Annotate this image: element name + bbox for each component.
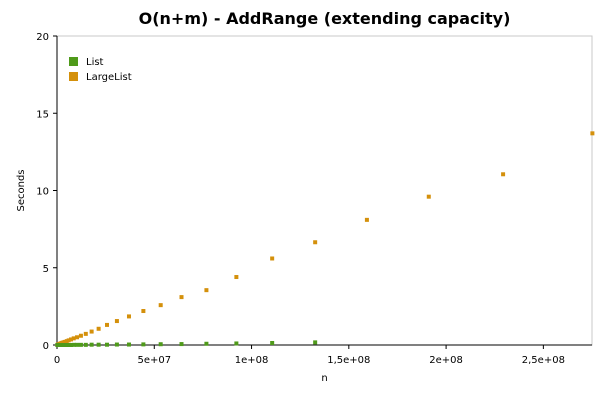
legend-swatch xyxy=(69,57,78,66)
data-point-list xyxy=(66,343,71,347)
data-point-largelist xyxy=(590,131,595,136)
data-point-list xyxy=(179,342,184,347)
y-tick-label: 15 xyxy=(36,109,49,120)
plot-frame xyxy=(56,35,593,346)
data-point-list xyxy=(69,343,74,347)
data-point-list xyxy=(114,342,119,347)
data-point-largelist xyxy=(104,322,109,327)
y-tick-label: 10 xyxy=(36,187,49,198)
data-point-largelist xyxy=(426,194,431,199)
data-point-list xyxy=(71,342,76,347)
x-tick-label: 1e+08 xyxy=(235,355,269,366)
data-point-list xyxy=(104,342,109,347)
data-point-largelist xyxy=(83,331,88,336)
legend-swatch xyxy=(69,72,78,81)
legend-label: List xyxy=(86,57,104,68)
data-point-list xyxy=(96,342,101,347)
x-axis-label: n xyxy=(321,373,327,384)
data-point-largelist xyxy=(69,337,74,342)
data-point-list xyxy=(141,342,146,347)
legend: List LargeList xyxy=(69,57,132,83)
data-point-largelist xyxy=(114,319,119,324)
data-point-largelist xyxy=(141,309,146,314)
y-axis-label: Seconds xyxy=(16,169,27,211)
data-points xyxy=(55,131,595,347)
data-point-largelist xyxy=(270,256,275,261)
data-point-largelist xyxy=(96,326,101,331)
legend-label: LargeList xyxy=(86,72,132,83)
data-point-largelist xyxy=(234,275,239,280)
y-tick-label: 0 xyxy=(43,341,49,352)
x-tick-label: 5e+07 xyxy=(137,355,171,366)
data-point-list xyxy=(78,342,83,347)
data-point-list xyxy=(234,341,239,346)
axes xyxy=(56,35,593,346)
chart-title: O(n+m) - AddRange (extending capacity) xyxy=(138,9,511,28)
data-point-largelist xyxy=(126,314,131,319)
data-point-largelist xyxy=(78,333,83,338)
data-point-list xyxy=(126,342,131,347)
y-tick-label: 5 xyxy=(43,264,49,275)
x-tick-label: 2e+08 xyxy=(429,355,463,366)
data-point-list xyxy=(204,341,209,346)
data-point-largelist xyxy=(89,329,94,334)
data-point-list xyxy=(83,342,88,347)
data-point-list xyxy=(158,342,163,347)
data-point-largelist xyxy=(364,217,369,222)
x-tick-label: 2,5e+08 xyxy=(522,355,565,366)
y-tick-label: 20 xyxy=(36,32,49,43)
data-point-largelist xyxy=(75,335,80,340)
data-point-largelist xyxy=(158,303,163,308)
y-axis-ticks: 0 5 10 15 20 xyxy=(36,32,57,352)
data-point-largelist xyxy=(313,240,318,245)
data-point-list xyxy=(313,340,318,345)
data-point-list xyxy=(75,342,80,347)
data-point-largelist xyxy=(179,295,184,300)
data-point-largelist xyxy=(204,288,209,293)
data-point-largelist xyxy=(501,172,506,177)
data-point-largelist xyxy=(66,338,71,343)
x-tick-label: 1,5e+08 xyxy=(327,355,370,366)
data-point-list xyxy=(89,342,94,347)
data-point-largelist xyxy=(71,336,76,341)
x-tick-label: 0 xyxy=(54,355,60,366)
data-point-list xyxy=(270,340,275,345)
x-axis-ticks: 0 5e+07 1e+08 1,5e+08 2e+08 2,5e+08 xyxy=(54,345,565,366)
